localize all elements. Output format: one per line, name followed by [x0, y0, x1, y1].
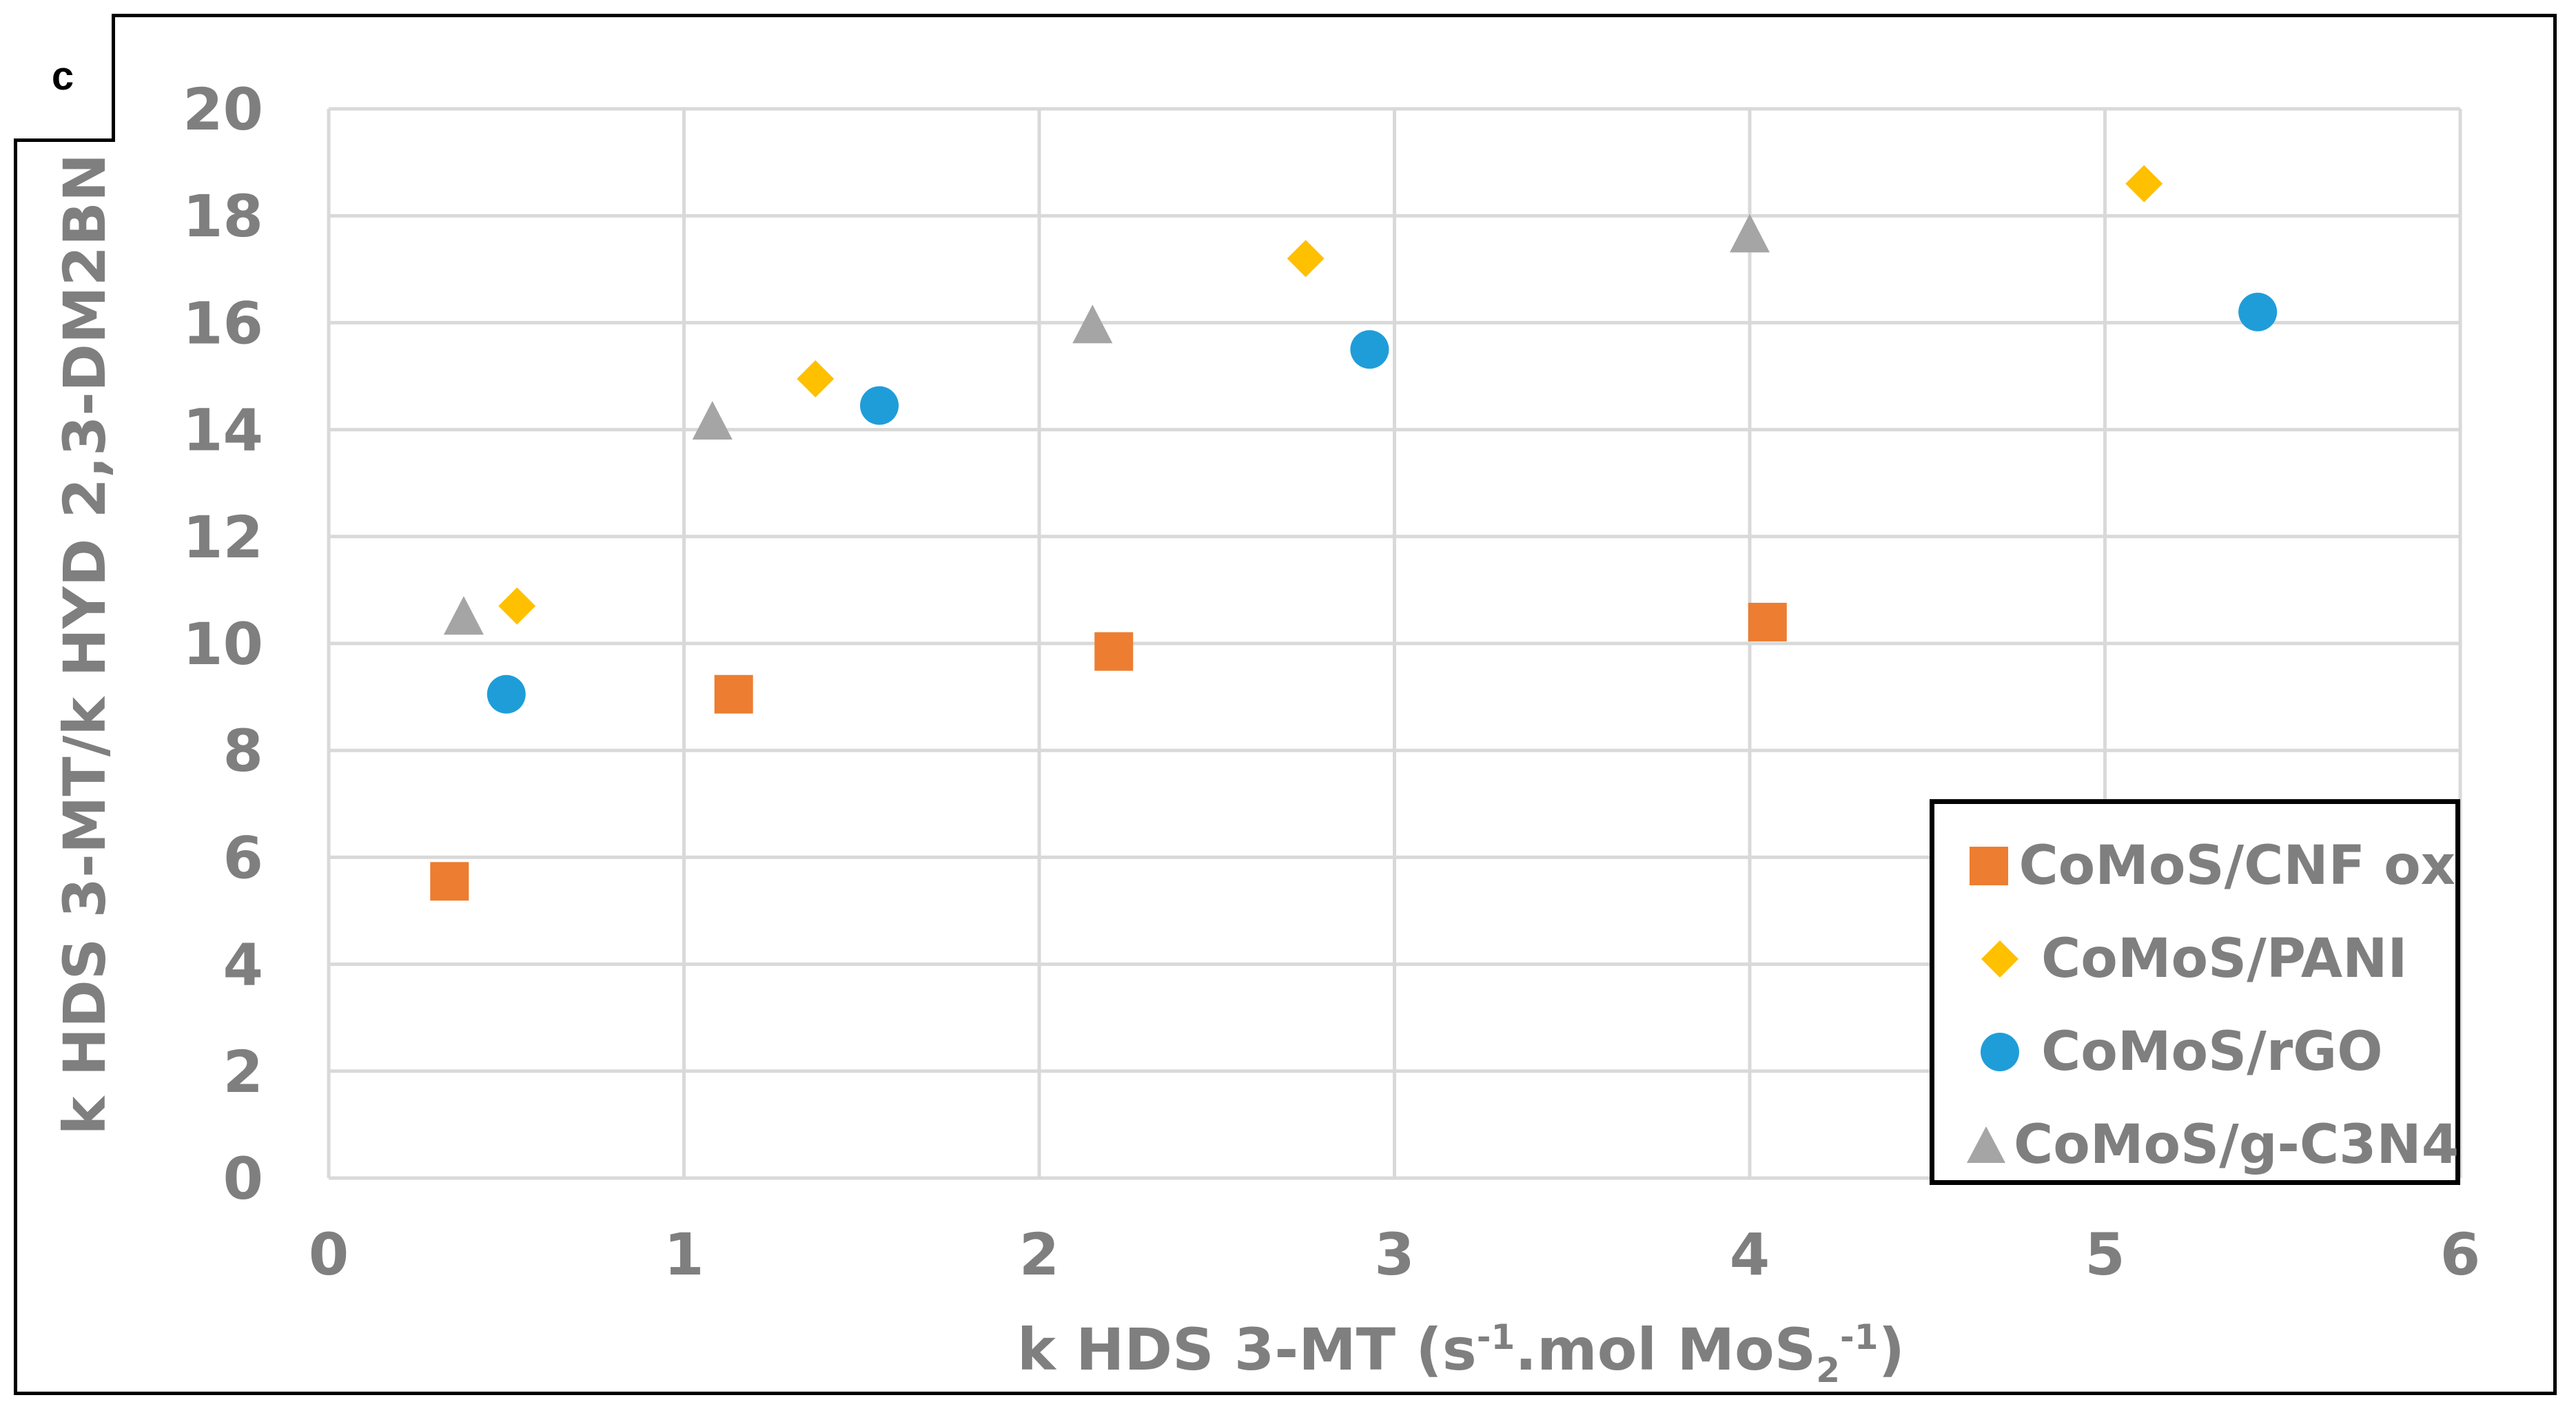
x-axis-title-sup: -1: [1477, 1317, 1515, 1357]
square-point: [1748, 602, 1787, 641]
diamond-point: [797, 360, 835, 398]
x-axis-title-part: k HDS 3-MT (s: [1017, 1316, 1477, 1383]
y-tick-label: 2: [223, 1038, 263, 1106]
y-tick-label: 12: [183, 504, 263, 571]
x-tick-label: 6: [2440, 1221, 2480, 1288]
circle-point: [487, 674, 526, 714]
x-tick-label: 4: [1730, 1221, 1770, 1288]
y-tick-label: 10: [183, 610, 263, 678]
x-axis-title-part: .mol MoS: [1515, 1316, 1816, 1383]
triangle-point: [1730, 214, 1770, 253]
x-axis-title-sup: -1: [1840, 1317, 1879, 1357]
y-tick-label: 8: [223, 717, 263, 785]
x-tick-label: 1: [664, 1221, 704, 1288]
y-axis-ticks: 0 2 4 6 8 10 12 14 16 18 20: [183, 76, 263, 1213]
x-axis-title: k HDS 3-MT (s-1.mol MoS2-1): [1017, 1316, 1905, 1390]
x-axis-title-sub: 2: [1816, 1350, 1840, 1390]
y-axis-title: k HDS 3-MT/k HYD 2,3-DM2BN: [51, 154, 119, 1135]
x-axis-title-part: ): [1879, 1316, 1905, 1383]
x-axis-ticks: 0 1 2 3 4 5 6: [309, 1221, 2480, 1288]
y-tick-label: 0: [223, 1145, 263, 1213]
legend-label: CoMoS/g-C3N4: [2014, 1114, 2459, 1176]
circle-point: [2238, 292, 2278, 331]
circle-point: [860, 386, 899, 425]
x-tick-label: 3: [1374, 1221, 1414, 1288]
y-tick-label: 18: [183, 183, 263, 250]
data-points: [430, 165, 2278, 901]
y-tick-label: 14: [183, 397, 263, 464]
y-tick-label: 4: [223, 931, 263, 999]
y-tick-label: 16: [183, 289, 263, 357]
diamond-point: [498, 587, 536, 625]
square-point: [714, 674, 753, 714]
legend: CoMoS/CNF ox CoMoS/PANI CoMoS/rGO CoMoS/…: [1930, 799, 2460, 1185]
circle-point: [1350, 330, 1389, 369]
circle-marker-icon: [1965, 1031, 2034, 1073]
triangle-point: [1072, 305, 1113, 344]
legend-label: CoMoS/PANI: [2041, 928, 2408, 990]
square-point: [430, 862, 469, 901]
triangle-point: [443, 596, 484, 635]
diamond-point: [1287, 240, 1325, 278]
triangle-point: [692, 400, 733, 440]
x-tick-label: 5: [2085, 1221, 2125, 1288]
legend-item-g-c3n4: CoMoS/g-C3N4: [1934, 1104, 2459, 1186]
y-tick-label: 6: [223, 824, 263, 891]
legend-item-rgo: CoMoS/rGO: [1934, 1011, 2455, 1093]
square-point: [1094, 632, 1134, 671]
legend-item-cnf-ox: CoMoS/CNF ox: [1934, 825, 2455, 907]
x-tick-label: 2: [1019, 1221, 1059, 1288]
y-tick-label: 20: [183, 76, 263, 143]
legend-label: CoMoS/rGO: [2041, 1021, 2383, 1083]
x-tick-label: 0: [309, 1221, 349, 1288]
triangle-marker-icon: [1965, 1124, 2007, 1166]
square-marker-icon: [1965, 845, 2012, 887]
legend-label: CoMoS/CNF ox: [2018, 835, 2455, 897]
diamond-marker-icon: [1965, 938, 2034, 980]
panel-label: c: [14, 14, 115, 142]
legend-item-pani: CoMoS/PANI: [1934, 918, 2455, 1000]
diamond-point: [2125, 165, 2163, 203]
